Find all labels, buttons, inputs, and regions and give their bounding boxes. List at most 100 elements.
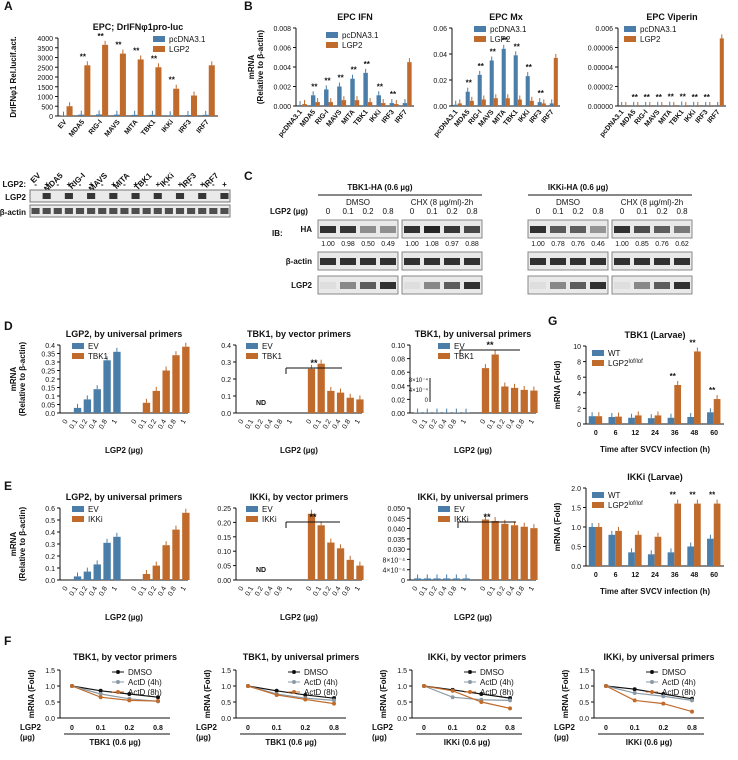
x-tick-label: 0.4 (157, 585, 168, 597)
significance-mark: ** (80, 52, 87, 61)
chart-b1: EPC IFN 0.000 0.002 0.004 0.006 0.008 mRNA (Rel… (247, 12, 414, 139)
y-axis-label: mRNA (Fold) (553, 360, 562, 409)
y-tick-label: 0.0 (579, 716, 589, 723)
bar (73, 576, 82, 580)
legend-label: ActD (8h) (304, 688, 338, 697)
chart-f4: IKKi, by universal primers 0.0 0.5 1.0 1.5 mR… (554, 652, 715, 747)
legend-label: ActD (8h) (662, 688, 696, 697)
bar (341, 100, 347, 106)
blot-band (360, 226, 376, 233)
bar (152, 565, 160, 580)
panel-label-a: A (4, 0, 13, 13)
blot-band (404, 226, 420, 233)
blot-band (340, 258, 356, 265)
chart-d3: TBK1, by universal primers 0.00 0.02 0.04 0.… (391, 329, 538, 455)
blot-band (614, 282, 630, 289)
blot-band (404, 282, 420, 289)
legend-label: ActD (8h) (480, 688, 514, 697)
significance-mark: ** (483, 512, 491, 522)
x-tick-label: 0.2 (322, 418, 333, 430)
chart-title: EPC; DrIFNφ1pro-luc (93, 22, 183, 32)
bar (402, 103, 408, 106)
x-tick-label: 0.4 (332, 585, 343, 597)
y-tick-label: 1.5 (221, 668, 231, 675)
y-tick-label: 1.5 (571, 506, 581, 513)
legend-swatch (468, 670, 472, 674)
x-tick-label: TBK1 (353, 109, 370, 128)
blot-ib-label: IB: (272, 229, 283, 238)
bar (481, 519, 490, 580)
bar (102, 44, 109, 117)
legend-swatch (624, 36, 636, 42)
bar (493, 98, 498, 106)
blot-band (570, 258, 586, 265)
bar (172, 529, 180, 580)
data-point (303, 692, 308, 697)
significance-mark: ** (689, 338, 696, 347)
legend-swatch (246, 343, 258, 349)
x-axis-label: LGP2 (µg) (105, 446, 143, 455)
x-tick-label: 1 (354, 585, 362, 592)
legend-label: pcDNA3.1 (169, 35, 206, 44)
x-tick-label: 0.4 (332, 418, 343, 430)
data-point (98, 688, 103, 693)
blot-strip (317, 275, 399, 295)
bar (78, 114, 85, 116)
x-tick-label: 1 (460, 585, 468, 592)
x-tick-label: 0.2 (496, 585, 507, 597)
bar (647, 418, 655, 424)
bar (694, 503, 701, 566)
bar (346, 397, 354, 413)
blot-band (220, 208, 229, 214)
bar (113, 114, 120, 116)
legend-swatch (650, 670, 654, 674)
x-tick-label: 0 (594, 430, 598, 437)
x-tick-label: IRF3 (694, 109, 709, 125)
significance-mark: ** (502, 36, 509, 45)
bar (297, 105, 303, 106)
panel-label-e: E (4, 479, 12, 493)
blot-band (320, 258, 336, 265)
blot-band (654, 282, 670, 289)
x-tick-label: 1 (460, 418, 468, 425)
x-axis-label: IKKi (0.6 µg) (626, 738, 673, 747)
blot-band (444, 282, 460, 289)
x-tick-label: IKKi (368, 109, 382, 124)
data-point (632, 691, 637, 696)
legend-swatch (116, 670, 120, 674)
y-tick-label: 0.2 (221, 377, 231, 384)
x-tick-label: 60 (710, 572, 718, 579)
bar (131, 114, 138, 116)
x-row-label: (µg) (554, 733, 569, 742)
chart-title: TBK1, by vector primers (247, 329, 351, 339)
bar (647, 554, 655, 566)
chart-title: IKKi (Larvae) (627, 472, 683, 482)
legend-label: LGP2lof/lof (608, 501, 643, 510)
x-tick-label: 0.2 (322, 585, 333, 597)
significance-mark: ** (390, 90, 397, 99)
y-axis-label: (Relative to β-actin) (18, 507, 27, 582)
legend-swatch (438, 353, 450, 359)
legend-swatch (624, 26, 636, 32)
y-tick-label: 0.0 (397, 716, 407, 723)
y-tick-label: 0 (577, 422, 581, 429)
y-tick-label: 0.1 (221, 394, 231, 401)
blot-band (175, 193, 185, 199)
blot-dose: 0.8 (466, 207, 478, 216)
chart-e2: IKKi, by vector primers0.000.050.100.150… (217, 492, 364, 622)
blot-band (550, 226, 566, 233)
y-tick-label: 4 (577, 391, 581, 398)
chart-b2: EPC Mx0.000.020.040.06pcDNA3.1MDA5RIG-IM… (433, 12, 560, 139)
bar (674, 503, 682, 566)
legend-label: TBK1 (454, 352, 475, 361)
blot-dose: 0.1 (552, 207, 564, 216)
x-tick-label: 0.2 (124, 725, 134, 732)
x-tick-label: 0.8 (98, 418, 109, 430)
chart-d1: LGP2, by universal primers0.00.050.10.15… (9, 329, 190, 455)
y-tick-label: 0.0 (571, 564, 581, 571)
chart-title: TBK1, by universal primers (243, 652, 360, 662)
bar (202, 114, 209, 116)
legend-swatch (292, 690, 296, 694)
